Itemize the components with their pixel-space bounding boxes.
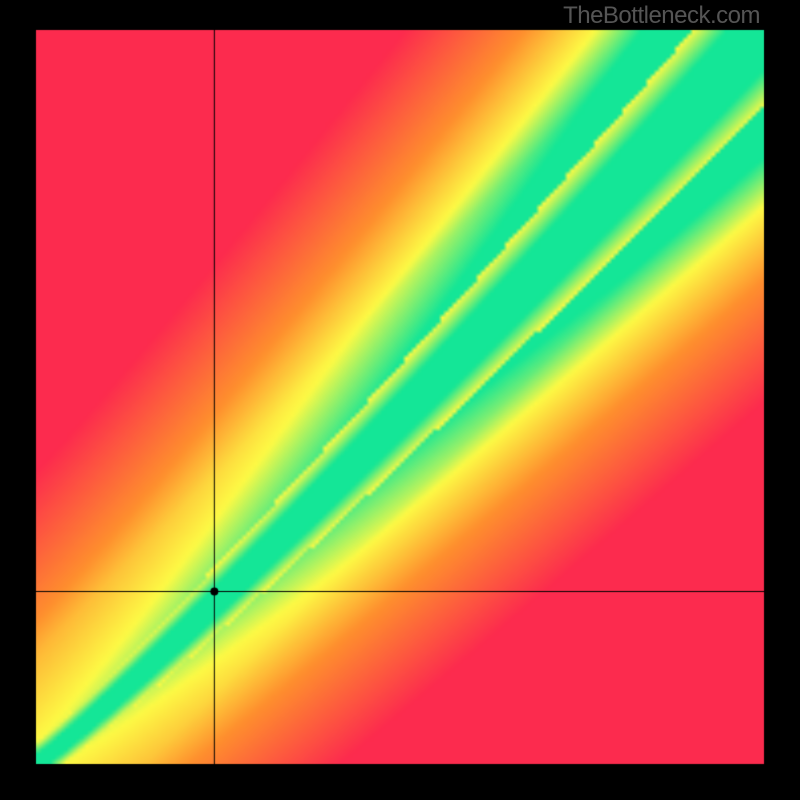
chart-container: TheBottleneck.com [0,0,800,800]
watermark-text: TheBottleneck.com [563,2,760,30]
bottleneck-heatmap [0,0,800,800]
